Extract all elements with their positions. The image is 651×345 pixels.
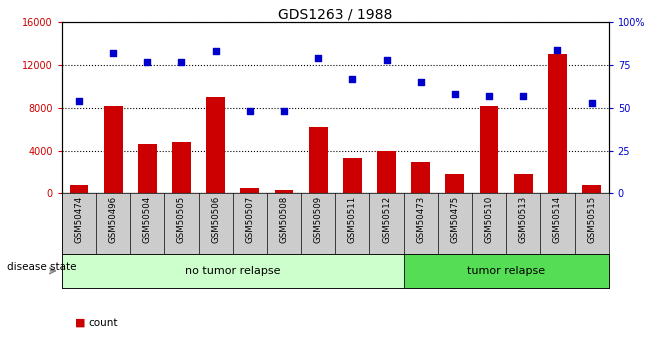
Title: GDS1263 / 1988: GDS1263 / 1988: [278, 7, 393, 21]
Text: GSM50474: GSM50474: [74, 196, 83, 244]
Bar: [104, 106, 122, 193]
Text: ■: ■: [75, 318, 85, 327]
Bar: [138, 144, 157, 193]
Text: GSM50505: GSM50505: [177, 196, 186, 244]
Text: GSM50511: GSM50511: [348, 196, 357, 244]
Point: [142, 59, 152, 65]
Text: GSM50506: GSM50506: [211, 196, 220, 244]
Point: [210, 49, 221, 54]
Point: [279, 108, 289, 114]
Bar: [404, 254, 609, 288]
Bar: [62, 254, 404, 288]
Bar: [445, 174, 464, 193]
Point: [450, 91, 460, 97]
Point: [381, 57, 392, 63]
Bar: [480, 106, 499, 193]
Text: tumor relapse: tumor relapse: [467, 266, 546, 276]
Bar: [582, 185, 601, 193]
Point: [347, 76, 357, 81]
Text: GSM50514: GSM50514: [553, 196, 562, 244]
Bar: [275, 190, 294, 193]
Bar: [172, 142, 191, 193]
Point: [552, 47, 562, 52]
Text: GSM50473: GSM50473: [416, 196, 425, 244]
Point: [415, 79, 426, 85]
Bar: [548, 55, 567, 193]
Point: [108, 50, 118, 56]
Point: [587, 100, 597, 106]
Text: GSM50508: GSM50508: [279, 196, 288, 244]
Bar: [411, 162, 430, 193]
Bar: [309, 127, 327, 193]
Bar: [240, 188, 259, 193]
Bar: [377, 150, 396, 193]
Text: GSM50504: GSM50504: [143, 196, 152, 244]
Text: GSM50496: GSM50496: [109, 196, 118, 243]
Text: GSM50512: GSM50512: [382, 196, 391, 244]
Bar: [70, 185, 89, 193]
Text: count: count: [88, 318, 117, 327]
Point: [74, 98, 84, 104]
Text: GSM50509: GSM50509: [314, 196, 323, 243]
Point: [484, 93, 494, 99]
Point: [313, 56, 324, 61]
Bar: [514, 174, 533, 193]
Bar: [343, 158, 362, 193]
Text: GSM50475: GSM50475: [450, 196, 460, 244]
Text: no tumor relapse: no tumor relapse: [185, 266, 281, 276]
Text: disease state: disease state: [7, 263, 76, 272]
Text: GSM50515: GSM50515: [587, 196, 596, 244]
Bar: [206, 97, 225, 193]
Point: [245, 108, 255, 114]
Text: GSM50513: GSM50513: [519, 196, 528, 244]
Point: [518, 93, 529, 99]
Point: [176, 59, 187, 65]
Text: GSM50510: GSM50510: [484, 196, 493, 244]
Text: GSM50507: GSM50507: [245, 196, 255, 244]
